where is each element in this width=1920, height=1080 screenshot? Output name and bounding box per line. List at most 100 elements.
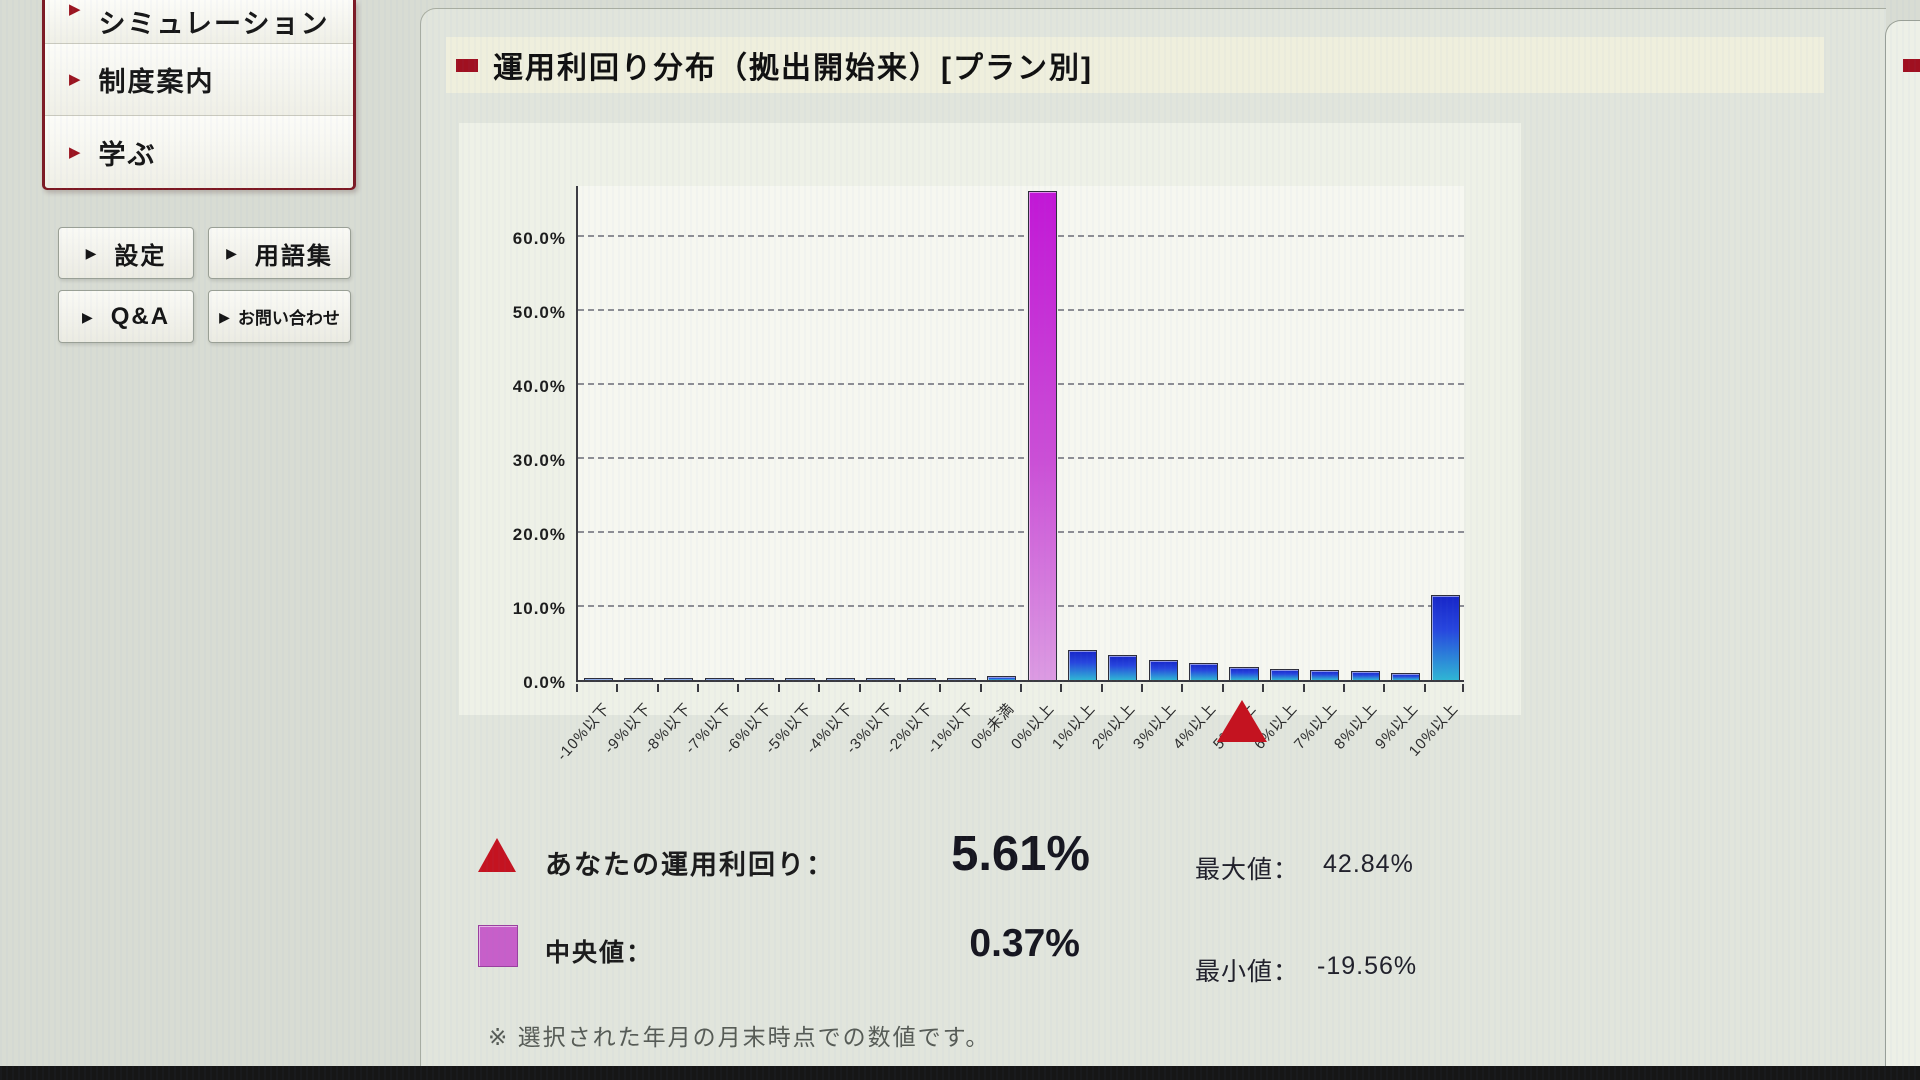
max-value: 42.84% xyxy=(1323,850,1414,878)
gridline xyxy=(578,234,1464,237)
section-marker-icon xyxy=(456,58,478,72)
median-legend-icon xyxy=(478,925,518,967)
arrow-right-icon: ▶ xyxy=(69,143,83,161)
gridline xyxy=(578,308,1464,311)
x-axis-tick xyxy=(1342,684,1345,692)
y-axis-tick-label: 10.0% xyxy=(512,598,566,618)
plot-area xyxy=(576,186,1464,682)
x-axis-tick xyxy=(1302,684,1305,692)
sidebar-item-label: 学ぶ xyxy=(98,139,157,170)
contact-button[interactable]: ▶ お問い合わせ xyxy=(208,290,351,343)
x-axis-tick xyxy=(737,684,740,692)
x-axis-tick xyxy=(979,684,982,692)
arrow-right-icon: ▶ xyxy=(69,1,83,18)
arrow-right-icon: ▶ xyxy=(219,308,230,325)
footnote: ※ 選択された年月の月末時点での数値です。 xyxy=(488,1024,991,1050)
bar-7%以上 xyxy=(1310,670,1340,680)
bar--5%以下 xyxy=(785,678,815,680)
bar--2%以下 xyxy=(906,678,936,680)
min-value-label: 最小値： xyxy=(1195,958,1300,986)
arrow-right-icon: ▶ xyxy=(69,71,83,88)
sidebar-item-label: 制度案内 xyxy=(98,67,215,97)
bar--1%以下 xyxy=(946,678,976,680)
x-axis-tick xyxy=(1462,684,1464,692)
bar--10%以下 xyxy=(583,678,613,680)
section-marker-icon xyxy=(1903,59,1920,72)
min-value: -19.56% xyxy=(1317,952,1418,980)
y-axis-tick-label: 40.0% xyxy=(512,376,566,396)
y-axis-labels: 0.0% 10.0% 20.0% 30.0% 40.0% 50.0% 60.0% xyxy=(464,186,566,692)
settings-button[interactable]: ▶ 設定 xyxy=(58,227,194,279)
x-axis-tick xyxy=(1181,684,1184,692)
sidebar-item-simulation[interactable]: ▶ シミュレーション xyxy=(45,0,353,44)
max-value-label: 最大値： xyxy=(1195,856,1300,884)
arrow-right-icon: ▶ xyxy=(81,308,95,325)
bar-0%未満 xyxy=(987,676,1017,680)
bar-1%以上 xyxy=(1068,650,1098,680)
x-axis-tick xyxy=(656,684,659,692)
x-axis-tick xyxy=(1141,684,1144,692)
bar-4%以上 xyxy=(1189,663,1219,680)
sidebar-item-learn[interactable]: ▶ 学ぶ xyxy=(45,116,353,188)
page-title: 運用利回り分布（拠出開始来）[プラン別] xyxy=(493,52,1093,85)
glossary-button[interactable]: ▶ 用語集 xyxy=(208,227,351,279)
bar-10%以上 xyxy=(1431,595,1461,680)
bar--4%以下 xyxy=(825,678,855,680)
your-return-marker-icon xyxy=(1217,700,1267,742)
return-distribution-chart: 0.0% 10.0% 20.0% 30.0% 40.0% 50.0% 60.0% -10%以… xyxy=(459,123,1521,764)
y-axis-tick-label: 60.0% xyxy=(512,228,566,248)
gridline xyxy=(578,604,1464,607)
median-label: 中央値： xyxy=(545,939,654,967)
y-axis-tick-label: 30.0% xyxy=(512,450,566,470)
arrow-right-icon: ▶ xyxy=(85,245,99,261)
settings-button-label: 設定 xyxy=(114,242,167,270)
x-axis-tick xyxy=(1383,684,1386,692)
screen-bottom-bezel xyxy=(0,1066,1920,1080)
arrow-right-icon: ▶ xyxy=(226,245,239,261)
x-axis-tick xyxy=(1262,684,1265,692)
bar-9%以上 xyxy=(1390,673,1420,680)
x-axis-tick xyxy=(777,684,780,692)
contact-button-label: お問い合わせ xyxy=(237,309,340,328)
bar--9%以下 xyxy=(624,678,654,680)
bar-6%以上 xyxy=(1269,669,1299,680)
bar-0%以上 xyxy=(1027,191,1057,680)
x-axis-tick xyxy=(1060,684,1063,692)
median-value: 0.37% xyxy=(969,922,1080,965)
x-axis-tick xyxy=(1423,684,1426,692)
bar--6%以下 xyxy=(745,678,775,680)
bar--8%以下 xyxy=(664,678,694,680)
x-axis-tick xyxy=(1221,684,1224,692)
gridline xyxy=(578,382,1464,385)
qa-button[interactable]: ▶ Q&A xyxy=(58,290,194,343)
your-return-legend-icon xyxy=(478,838,516,872)
x-axis-tick xyxy=(818,684,821,692)
main-content-panel: 運用利回り分布（拠出開始来）[プラン別] 0.0% 10.0% 20.0% 30.0%… xyxy=(420,8,1886,1080)
section-title-bar: 運用利回り分布（拠出開始来）[プラン別] xyxy=(446,37,1824,93)
bar-2%以上 xyxy=(1108,655,1138,680)
your-return-label: あなたの運用利回り： xyxy=(545,850,835,880)
x-axis-tick xyxy=(697,684,700,692)
x-axis-tick xyxy=(616,684,619,692)
gridline xyxy=(578,456,1464,459)
bar--3%以下 xyxy=(866,678,896,680)
glossary-button-label: 用語集 xyxy=(254,242,333,270)
your-return-value: 5.61% xyxy=(951,827,1090,881)
bar-8%以上 xyxy=(1350,671,1380,680)
y-axis-tick-label: 20.0% xyxy=(512,524,566,544)
max-value-row: 最大値： 42.84% xyxy=(1195,850,1414,886)
bar--7%以下 xyxy=(704,678,734,680)
sidebar-menu: ▶ シミュレーション ▶ 制度案内 ▶ 学ぶ xyxy=(42,0,356,190)
y-axis-tick-label: 0.0% xyxy=(523,673,566,692)
x-axis-tick xyxy=(898,684,901,692)
bar-3%以上 xyxy=(1148,660,1178,680)
gridline xyxy=(578,530,1464,533)
x-axis-tick xyxy=(939,684,942,692)
x-axis-tick xyxy=(1100,684,1103,692)
sidebar-item-label: シミュレーション xyxy=(98,9,330,39)
sidebar-item-system-guide[interactable]: ▶ 制度案内 xyxy=(45,44,353,116)
min-value-row: 最小値： -19.56% xyxy=(1195,952,1417,988)
qa-button-label: Q&A xyxy=(110,302,171,330)
bar-5%以上 xyxy=(1229,667,1259,680)
